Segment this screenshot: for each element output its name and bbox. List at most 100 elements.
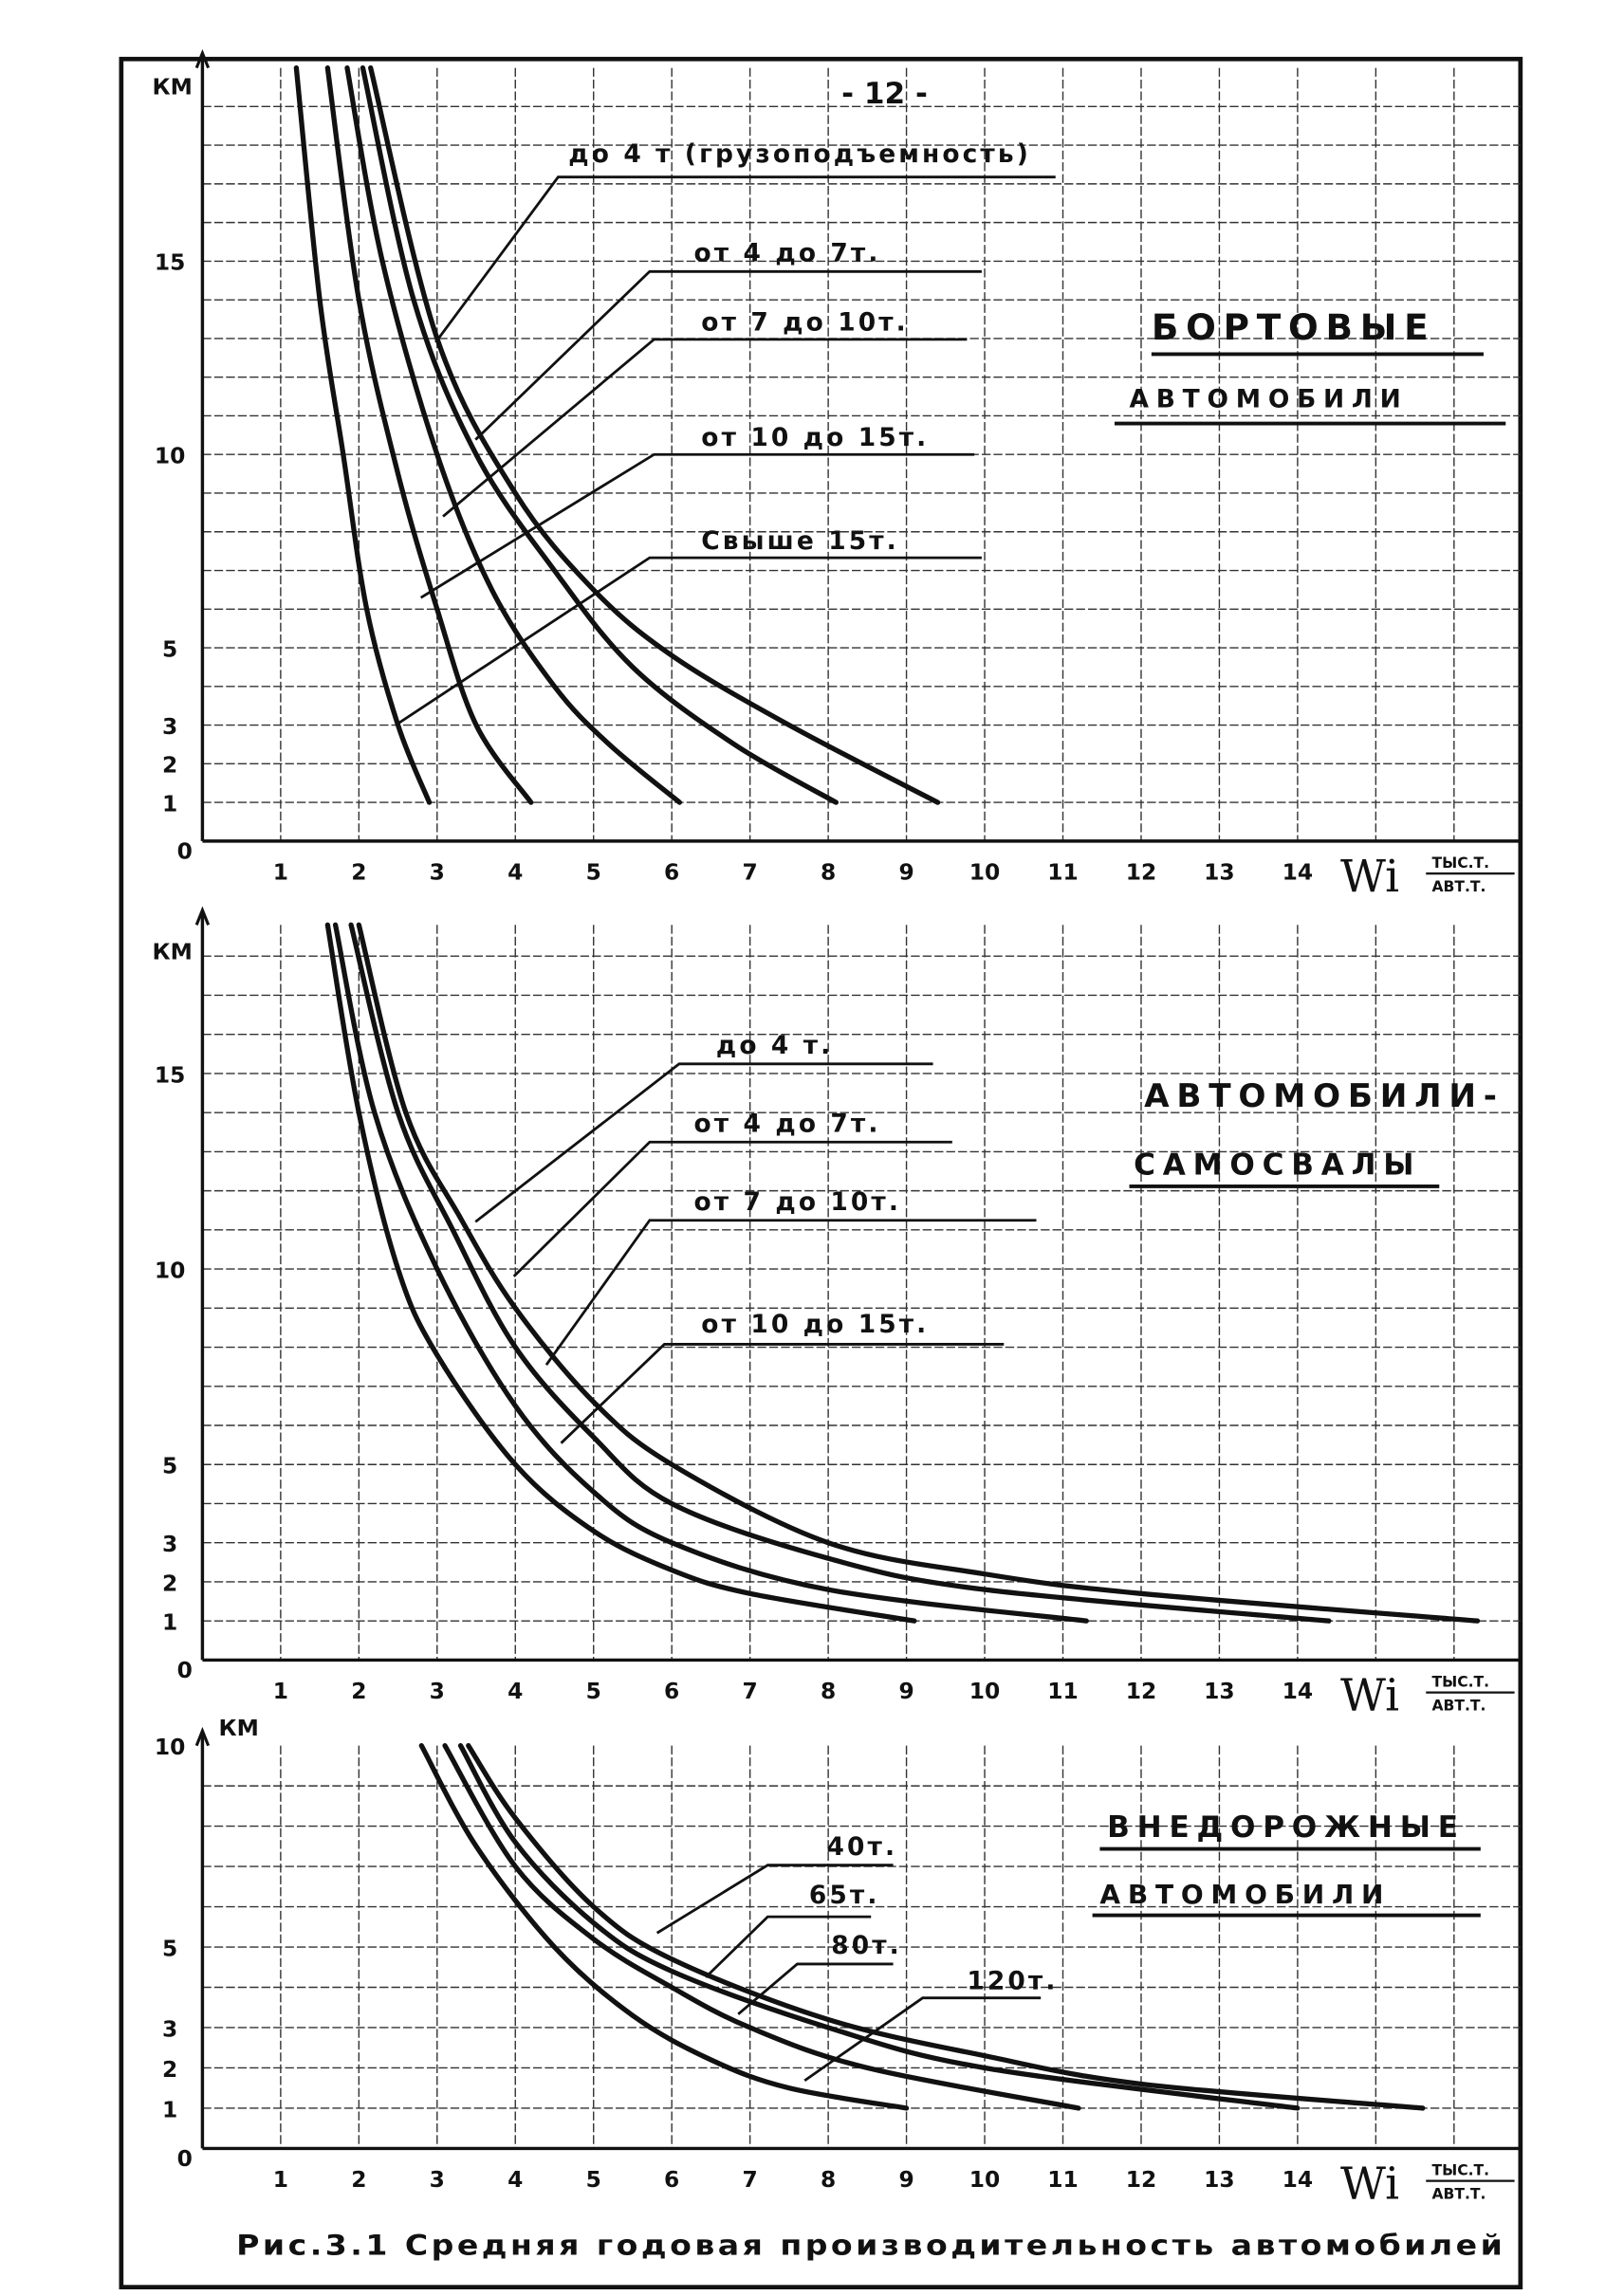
origin-label: 0 [177, 838, 193, 865]
x-tick-label: 7 [743, 858, 758, 885]
x-axis-unit-denominator: АВТ.Т. [1431, 1697, 1486, 1714]
series-leader-line [544, 1219, 1037, 1367]
page-frame [119, 56, 1523, 2289]
figure-caption: Рис.3.1 Средняя годовая производительнос… [236, 2229, 1505, 2261]
series-curve-2 [360, 64, 840, 805]
series-curve-3 [344, 64, 683, 805]
y-axis-unit-label: КМ [153, 938, 193, 964]
y-tick-label: 10 [155, 1734, 185, 1760]
x-tick-label: 2 [351, 858, 366, 885]
series-leader-line [474, 269, 982, 441]
series-leader-line [434, 175, 1056, 343]
x-axis-unit-numerator: ТЫС.Т. [1431, 854, 1489, 872]
x-tick-label: 12 [1126, 858, 1156, 885]
series-label: до 4 т. [716, 1031, 833, 1060]
x-tick-label: 6 [664, 1678, 679, 1704]
series-leader-line [474, 1062, 933, 1223]
x-tick-label: 12 [1126, 1678, 1156, 1704]
chart-title-line: АВТОМОБИЛИ [1130, 384, 1409, 413]
x-tick-label: 13 [1204, 1678, 1234, 1704]
series-curve-1 [466, 1742, 1426, 2111]
series-label: от 10 до 15т. [701, 1310, 929, 1339]
x-axis-symbol: Wi [1340, 852, 1399, 903]
x-tick-label: 1 [273, 2166, 288, 2193]
series-label: от 10 до 15т. [701, 423, 929, 452]
series-curve-2 [348, 922, 1332, 1624]
x-axis-unit-denominator: АВТ.Т. [1431, 878, 1486, 895]
x-axis-unit-numerator: ТЫС.Т. [1431, 2161, 1489, 2178]
series-curve-5 [293, 64, 433, 805]
series-label: от 7 до 10т. [701, 308, 909, 338]
y-tick-label: 2 [162, 2056, 177, 2083]
chart-title-line: САМОСВАЛЫ [1134, 1148, 1421, 1183]
y-tick-label: 10 [155, 443, 185, 469]
y-tick-label: 2 [162, 1570, 177, 1596]
series-curve-1 [368, 64, 941, 805]
y-tick-label: 5 [162, 1453, 177, 1479]
x-tick-label: 7 [743, 1678, 758, 1704]
series-label: 120т. [967, 1966, 1058, 1995]
x-tick-label: 10 [969, 1678, 1000, 1704]
y-axis-arrow-icon [194, 48, 211, 69]
x-tick-label: 5 [586, 2166, 601, 2193]
x-axis-unit-numerator: ТЫС.Т. [1431, 1673, 1489, 1690]
series-leader-line [419, 452, 975, 599]
chart-title-line: БОРТОВЫЕ [1152, 306, 1436, 348]
series-curve-4 [324, 922, 917, 1624]
x-tick-label: 3 [430, 2166, 445, 2193]
page-number: - 12 - [841, 77, 928, 111]
x-tick-label: 1 [273, 1678, 288, 1704]
series-curve-2 [457, 1742, 1301, 2111]
x-tick-label: 4 [508, 1678, 523, 1704]
x-tick-label: 14 [1283, 2166, 1313, 2193]
x-tick-label: 4 [508, 858, 523, 885]
x-tick-label: 9 [898, 2166, 914, 2193]
y-axis-unit-label: КМ [219, 1715, 259, 1741]
series-curve-3 [332, 922, 1089, 1624]
x-tick-label: 6 [664, 858, 679, 885]
series-curve-4 [324, 64, 534, 805]
y-tick-label: 1 [162, 790, 177, 817]
series-curve-4 [418, 1742, 910, 2111]
series-label: от 4 до 7т. [694, 238, 881, 267]
y-tick-label: 3 [162, 2015, 177, 2042]
x-axis-symbol: Wi [1340, 2158, 1399, 2210]
series-leader-line [704, 1915, 872, 1978]
x-tick-label: 3 [430, 858, 445, 885]
series-leader-line [442, 338, 968, 518]
x-tick-label: 6 [664, 2166, 679, 2193]
series-leader-line [397, 556, 982, 725]
x-tick-label: 12 [1126, 2166, 1156, 2193]
x-tick-label: 2 [351, 1678, 366, 1704]
x-tick-label: 8 [821, 858, 836, 885]
y-tick-label: 1 [162, 1609, 177, 1636]
x-tick-label: 9 [898, 1678, 914, 1704]
origin-label: 0 [177, 2145, 193, 2172]
x-tick-label: 11 [1047, 1678, 1078, 1704]
x-tick-label: 11 [1047, 2166, 1078, 2193]
y-tick-label: 3 [162, 713, 177, 740]
x-tick-label: 10 [969, 2166, 1000, 2193]
series-label: от 4 до 7т. [694, 1109, 881, 1138]
origin-label: 0 [177, 1657, 193, 1683]
series-leader-line [737, 1962, 894, 2015]
y-tick-label: 2 [162, 752, 177, 779]
x-tick-label: 1 [273, 858, 288, 885]
x-tick-label: 14 [1283, 1678, 1313, 1704]
series-label: 40т. [827, 1832, 898, 1862]
y-tick-label: 5 [162, 1935, 177, 1961]
series-leader-line [560, 1343, 1005, 1444]
x-tick-label: 4 [508, 2166, 523, 2193]
y-tick-label: 5 [162, 635, 177, 662]
x-tick-label: 2 [351, 2166, 366, 2193]
series-leader-line [512, 1140, 952, 1277]
series-curve-1 [356, 922, 1481, 1624]
x-tick-label: 5 [586, 1678, 601, 1704]
y-axis-unit-label: КМ [153, 74, 193, 101]
y-axis-arrow-icon [194, 1726, 211, 1747]
y-tick-label: 15 [155, 249, 185, 276]
x-tick-label: 11 [1047, 858, 1078, 885]
